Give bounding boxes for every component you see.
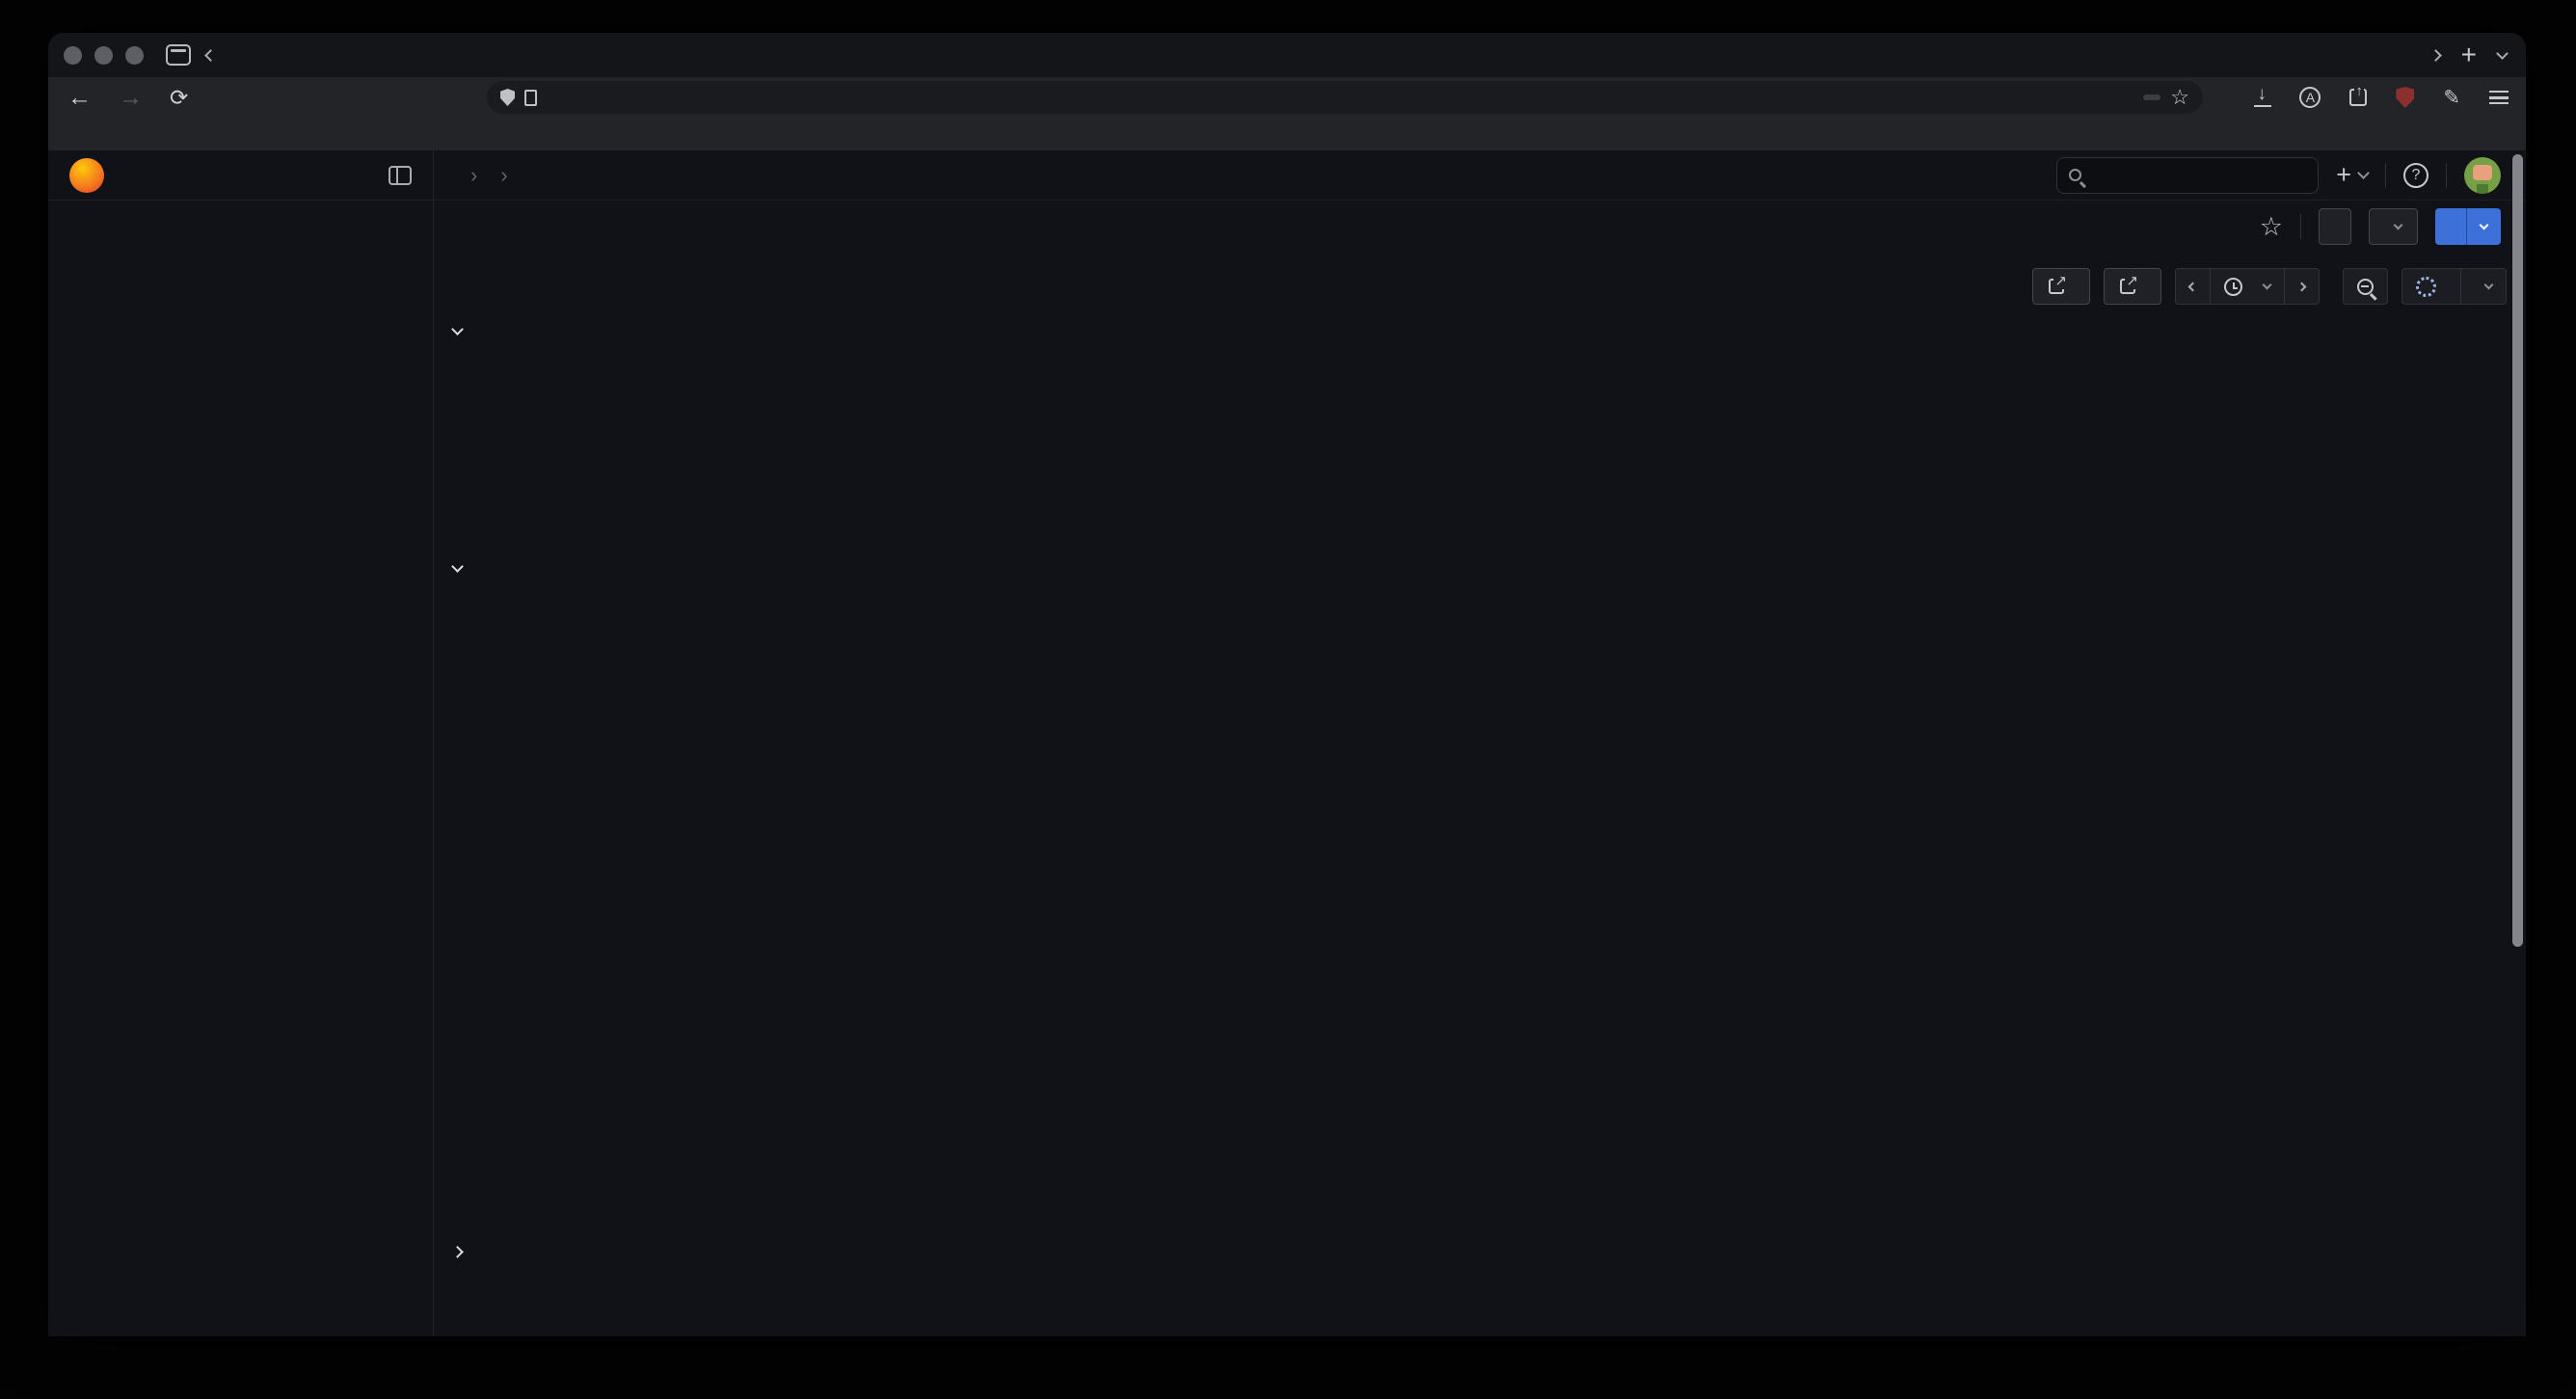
notes-extension-icon[interactable]: ✎ (2443, 86, 2460, 109)
refresh-cancel-button[interactable] (2402, 268, 2461, 305)
clock-icon (2224, 277, 2242, 296)
tab-strip (225, 33, 2418, 77)
refresh-group (2402, 268, 2507, 305)
variables-row (453, 268, 2507, 305)
dashboard-content (434, 253, 2526, 1336)
tab-scroll-right-icon[interactable] (2428, 48, 2442, 62)
refresh-interval-picker[interactable] (2460, 268, 2507, 305)
share-icon[interactable] (2349, 83, 2368, 106)
breadcrumb-separator: › (470, 162, 478, 187)
grafana-app: › › + ? (48, 150, 2526, 1336)
chevron-down-icon (2479, 220, 2489, 229)
chevron-right-icon (2296, 282, 2307, 291)
time-range-picker[interactable] (2210, 268, 2285, 305)
zoom-level-badge[interactable] (2143, 94, 2161, 100)
edit-button[interactable] (2319, 208, 2351, 245)
tab-strip-controls: + (2428, 40, 2509, 69)
grafana-link-button[interactable] (2104, 268, 2161, 305)
new-tab-button[interactable]: + (2460, 40, 2477, 69)
loading-spinner-icon (2416, 276, 2436, 297)
search-input[interactable] (2056, 156, 2320, 194)
chevron-down-icon (2483, 280, 2494, 289)
downloads-icon[interactable] (2254, 84, 2272, 107)
tab-scroll-left-icon[interactable] (204, 48, 217, 62)
basic-charts-row-2 (453, 922, 2507, 1234)
window-minimize-button[interactable] (94, 45, 113, 65)
plus-icon: + (2336, 160, 2351, 189)
grafana-sidebar (48, 150, 434, 1336)
help-icon[interactable]: ? (2403, 162, 2428, 188)
reload-button[interactable]: ⟳ (170, 84, 189, 110)
external-link-icon (2049, 272, 2068, 294)
time-shift-back-button[interactable] (2175, 268, 2211, 305)
time-shift-forward-button[interactable] (2284, 268, 2320, 305)
chevron-right-icon (451, 1246, 464, 1258)
divider (2446, 162, 2447, 188)
section-quick[interactable] (451, 309, 2507, 353)
address-bar[interactable]: ☆ (487, 81, 2203, 114)
browser-menu-icon[interactable] (2489, 91, 2509, 104)
export-button[interactable] (2369, 208, 2418, 245)
browser-tab-bar: + (48, 33, 2526, 77)
collapsed-section[interactable] (451, 1246, 2507, 1258)
bookmark-star-icon[interactable]: ☆ (2170, 85, 2189, 109)
sidebar-nav (48, 201, 433, 231)
top-bar-right: + ? (2056, 156, 2501, 194)
chevron-down-icon (451, 559, 464, 573)
chevron-down-icon (451, 322, 464, 336)
chevron-left-icon (2187, 282, 2198, 291)
page-scrollbar[interactable] (2512, 154, 2523, 947)
breadcrumb-separator: › (500, 162, 508, 187)
external-link-icon (2120, 272, 2139, 294)
bookmarks-bar (48, 118, 2526, 150)
share-button[interactable] (2435, 208, 2466, 245)
adblock-badge (2415, 80, 2423, 82)
browser-window: + ← → ⟳ ☆ A ✎ (48, 33, 2526, 1336)
favorite-star-icon[interactable]: ☆ (2259, 211, 2283, 241)
back-button[interactable]: ← (67, 83, 92, 111)
tab-sidebar-icon[interactable] (166, 44, 191, 66)
add-new-button[interactable]: + (2336, 160, 2370, 190)
chevron-down-icon (2393, 220, 2403, 229)
zoom-out-button[interactable] (2343, 268, 2388, 305)
sidebar-collapse-icon[interactable] (389, 165, 412, 185)
chevron-down-icon (2262, 280, 2272, 289)
forward-button[interactable]: → (119, 83, 143, 111)
search-icon (2069, 169, 2082, 181)
browser-toolbar: ← → ⟳ ☆ A ✎ (48, 77, 2526, 118)
section-basic[interactable] (451, 546, 2507, 590)
time-picker-group (2175, 268, 2320, 305)
grafana-main: › › + ? (434, 150, 2526, 1336)
window-close-button[interactable] (64, 45, 82, 65)
chevron-down-icon (2357, 167, 2370, 179)
tab-search-chevron-icon[interactable] (2496, 46, 2509, 60)
dashboard-links (2032, 268, 2507, 305)
share-dropdown-button[interactable] (2466, 208, 2501, 245)
basic-charts-row-1 (453, 600, 2507, 912)
dashboard-action-bar: ☆ (434, 201, 2526, 253)
divider (2385, 162, 2386, 188)
window-zoom-button[interactable] (125, 45, 144, 65)
site-security-icon[interactable] (500, 89, 515, 106)
divider (2300, 214, 2301, 239)
grafana-brand-row (48, 150, 433, 201)
grafana-top-bar: › › + ? (434, 150, 2526, 201)
grafana-logo-icon[interactable] (69, 157, 104, 193)
toolbar-extensions: A ✎ (2254, 77, 2509, 118)
page-info-icon[interactable] (524, 89, 537, 106)
zoom-out-icon (2357, 278, 2374, 295)
github-link-button[interactable] (2032, 268, 2090, 305)
quick-panels-row (453, 353, 2507, 542)
user-avatar[interactable] (2464, 156, 2501, 194)
adblock-icon[interactable] (2396, 87, 2415, 108)
extension-a-icon[interactable]: A (2299, 87, 2321, 108)
